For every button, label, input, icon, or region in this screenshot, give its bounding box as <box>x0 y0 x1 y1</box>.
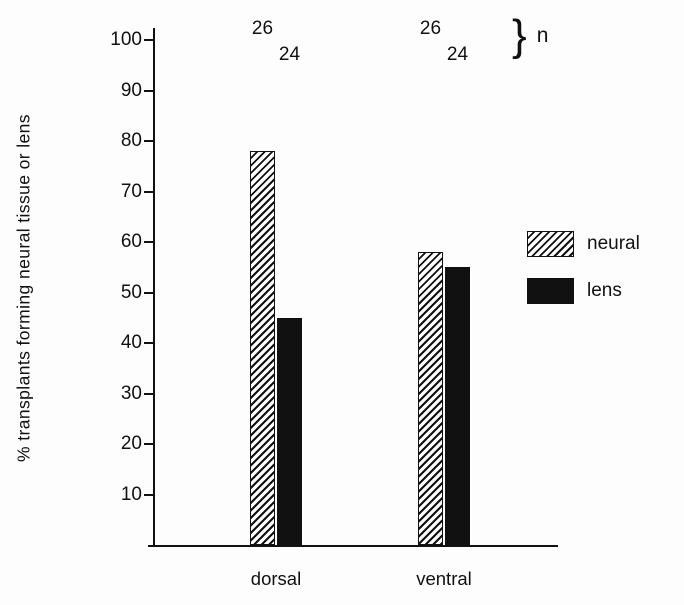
n-value-dorsal-neural: 26 <box>251 18 274 39</box>
x-category-label-ventral: ventral <box>416 568 472 589</box>
y-axis-title: % transplants forming neural tissue or l… <box>13 114 34 462</box>
y-tick-mark-20 <box>144 443 154 445</box>
y-tick-label-70: 70 <box>120 180 142 202</box>
legend-row-lens: lens <box>527 278 640 304</box>
y-tick-label-20: 20 <box>120 433 142 454</box>
y-tick-mark-90 <box>144 89 154 92</box>
bar-ventral-neural <box>418 252 443 545</box>
y-tick-mark-30 <box>144 392 154 395</box>
y-tick-label-100: 100 <box>110 29 142 50</box>
y-tick-label-40: 40 <box>120 332 142 353</box>
y-tick-mark-80 <box>144 140 154 142</box>
y-tick-mark-100 <box>144 39 154 41</box>
legend-label-lens: lens <box>587 280 622 301</box>
bar-dorsal-neural <box>250 151 275 545</box>
y-tick-label-60: 60 <box>120 231 142 252</box>
y-tick-mark-50 <box>144 291 154 294</box>
y-tick-label-30: 30 <box>120 382 142 404</box>
n-value-ventral-neural: 26 <box>419 18 442 39</box>
n-value-dorsal-lens: 24 <box>278 44 301 65</box>
legend-row-neural: neural <box>527 231 640 257</box>
y-tick-label-80: 80 <box>120 130 142 151</box>
bar-ventral-lens <box>445 267 470 545</box>
lens-solid-swatch <box>527 278 574 304</box>
brace-icon: } <box>512 11 527 60</box>
n-value-ventral-lens: 24 <box>446 44 469 65</box>
x-axis-line <box>148 545 558 547</box>
legend-label-neural: neural <box>587 233 640 254</box>
n-brace-label: n <box>536 24 549 47</box>
y-tick-label-50: 50 <box>120 281 142 303</box>
y-tick-label-10: 10 <box>120 483 142 505</box>
neural-hatched-swatch <box>527 231 574 257</box>
y-tick-mark-40 <box>144 342 154 344</box>
y-tick-mark-70 <box>144 190 154 193</box>
bar-dorsal-lens <box>277 317 302 545</box>
y-tick-label-90: 90 <box>120 79 142 101</box>
x-category-label-dorsal: dorsal <box>250 568 302 589</box>
n-brace: } n <box>512 14 548 58</box>
legend: neural lens <box>527 231 640 325</box>
y-tick-mark-10 <box>144 493 154 496</box>
y-tick-mark-60 <box>144 241 154 243</box>
y-axis-line <box>153 28 155 547</box>
